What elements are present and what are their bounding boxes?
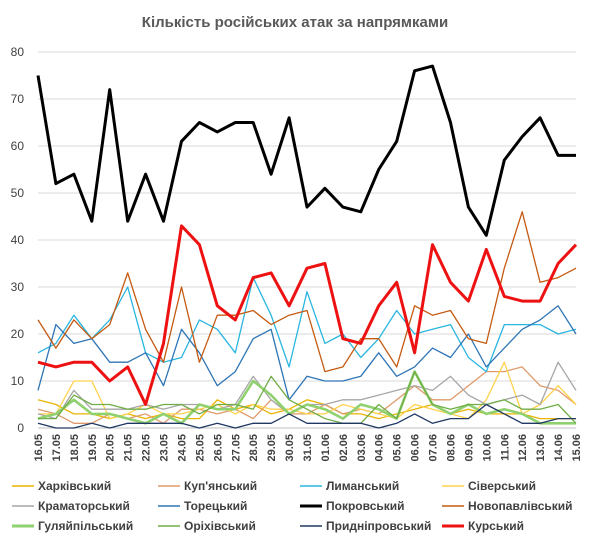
series-line [37,370,576,425]
x-tick-label: 05.06 [392,434,404,462]
x-tick-label: 15.06 [571,434,583,462]
x-tick-label: 20.05 [105,434,117,462]
y-tick-label: 20 [11,327,25,341]
y-tick-label: 60 [11,139,25,153]
x-tick-label: 26.05 [212,434,224,462]
x-tick-label: 25.05 [194,434,206,462]
x-tick-label: 19.05 [87,434,99,462]
x-tick-label: 16.05 [33,434,45,462]
x-tick-label: 31.05 [302,434,314,462]
y-tick-label: 30 [11,280,25,294]
series-line [37,276,577,373]
series-line [37,224,578,406]
legend-label: Харківський [38,479,111,493]
x-tick-label: 22.05 [141,434,153,462]
series-line [37,403,576,429]
y-tick-label: 70 [11,92,25,106]
x-tick-label: 06.06 [410,434,422,462]
x-tick-label: 29.05 [266,434,278,462]
y-axis: 0 10 20 30 40 50 60 70 80 [11,45,25,435]
legend-label: Покровський [326,499,405,513]
x-tick-label: 07.06 [428,434,440,462]
y-tick-label: 80 [11,45,25,59]
legend-label: Торецький [184,499,247,513]
legend-label: Сіверський [468,479,536,493]
y-tick-label: 50 [11,186,25,200]
x-tick-label: 11.06 [499,434,511,461]
legend-label: Куп'янський [184,479,257,493]
legend-label: Оріхівський [184,519,256,533]
x-tick-label: 30.05 [284,434,296,462]
series-line [37,361,577,420]
x-tick-label: 24.05 [176,434,188,462]
y-tick-label: 0 [17,421,24,435]
x-tick-label: 09.06 [463,434,475,462]
legend-label: Гуляйпільський [38,519,133,533]
x-tick-label: 27.05 [230,434,242,462]
x-tick-label: 01.06 [320,434,332,462]
chart-title: Кількість російських атак за напрямками [142,14,448,31]
legend: Харківський Куп'янський Лиманський Сіверськ… [12,479,573,533]
series-line [37,211,577,373]
legend-label: Придніпровський [326,519,431,533]
x-tick-label: 08.06 [445,434,457,462]
x-tick-label: 10.06 [481,434,493,462]
x-tick-label: 02.06 [338,434,350,462]
series-lines [36,64,578,429]
legend-label: Лиманський [326,479,399,493]
x-axis: 16.05 17.05 18.05 19.05 20.05 21.05 22.05 23.05… [33,434,583,462]
series-line [38,361,577,420]
series-line [37,305,577,401]
y-tick-label: 10 [11,374,25,388]
x-tick-label: 04.06 [374,434,386,462]
x-tick-label: 23.05 [159,434,171,462]
x-tick-label: 28.05 [248,434,260,462]
x-tick-label: 03.06 [356,434,368,462]
x-tick-label: 13.06 [535,434,547,462]
legend-label: Курський [468,519,524,533]
y-tick-label: 40 [11,233,25,247]
x-tick-label: 12.06 [517,434,529,462]
x-tick-label: 21.05 [123,434,135,462]
legend-label: Краматорський [38,499,130,513]
x-tick-label: 17.05 [51,434,63,462]
legend-label: Новопавлівський [468,499,573,513]
x-tick-label: 18.05 [69,434,81,462]
x-tick-label: 14.06 [553,434,565,462]
series-line [36,64,576,237]
